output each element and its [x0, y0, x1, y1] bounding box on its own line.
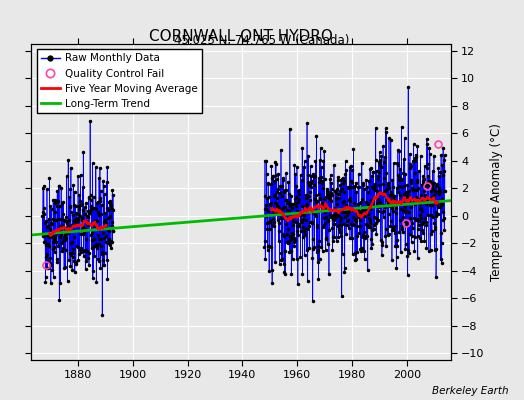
Title: CORNWALL ONT HYDRO: CORNWALL ONT HYDRO	[149, 29, 333, 44]
Y-axis label: Temperature Anomaly (°C): Temperature Anomaly (°C)	[490, 123, 503, 281]
Legend: Raw Monthly Data, Quality Control Fail, Five Year Moving Average, Long-Term Tren: Raw Monthly Data, Quality Control Fail, …	[37, 49, 202, 113]
Text: Berkeley Earth: Berkeley Earth	[432, 386, 508, 396]
Text: 45.025 N, 74.765 W (Canada): 45.025 N, 74.765 W (Canada)	[174, 34, 350, 47]
